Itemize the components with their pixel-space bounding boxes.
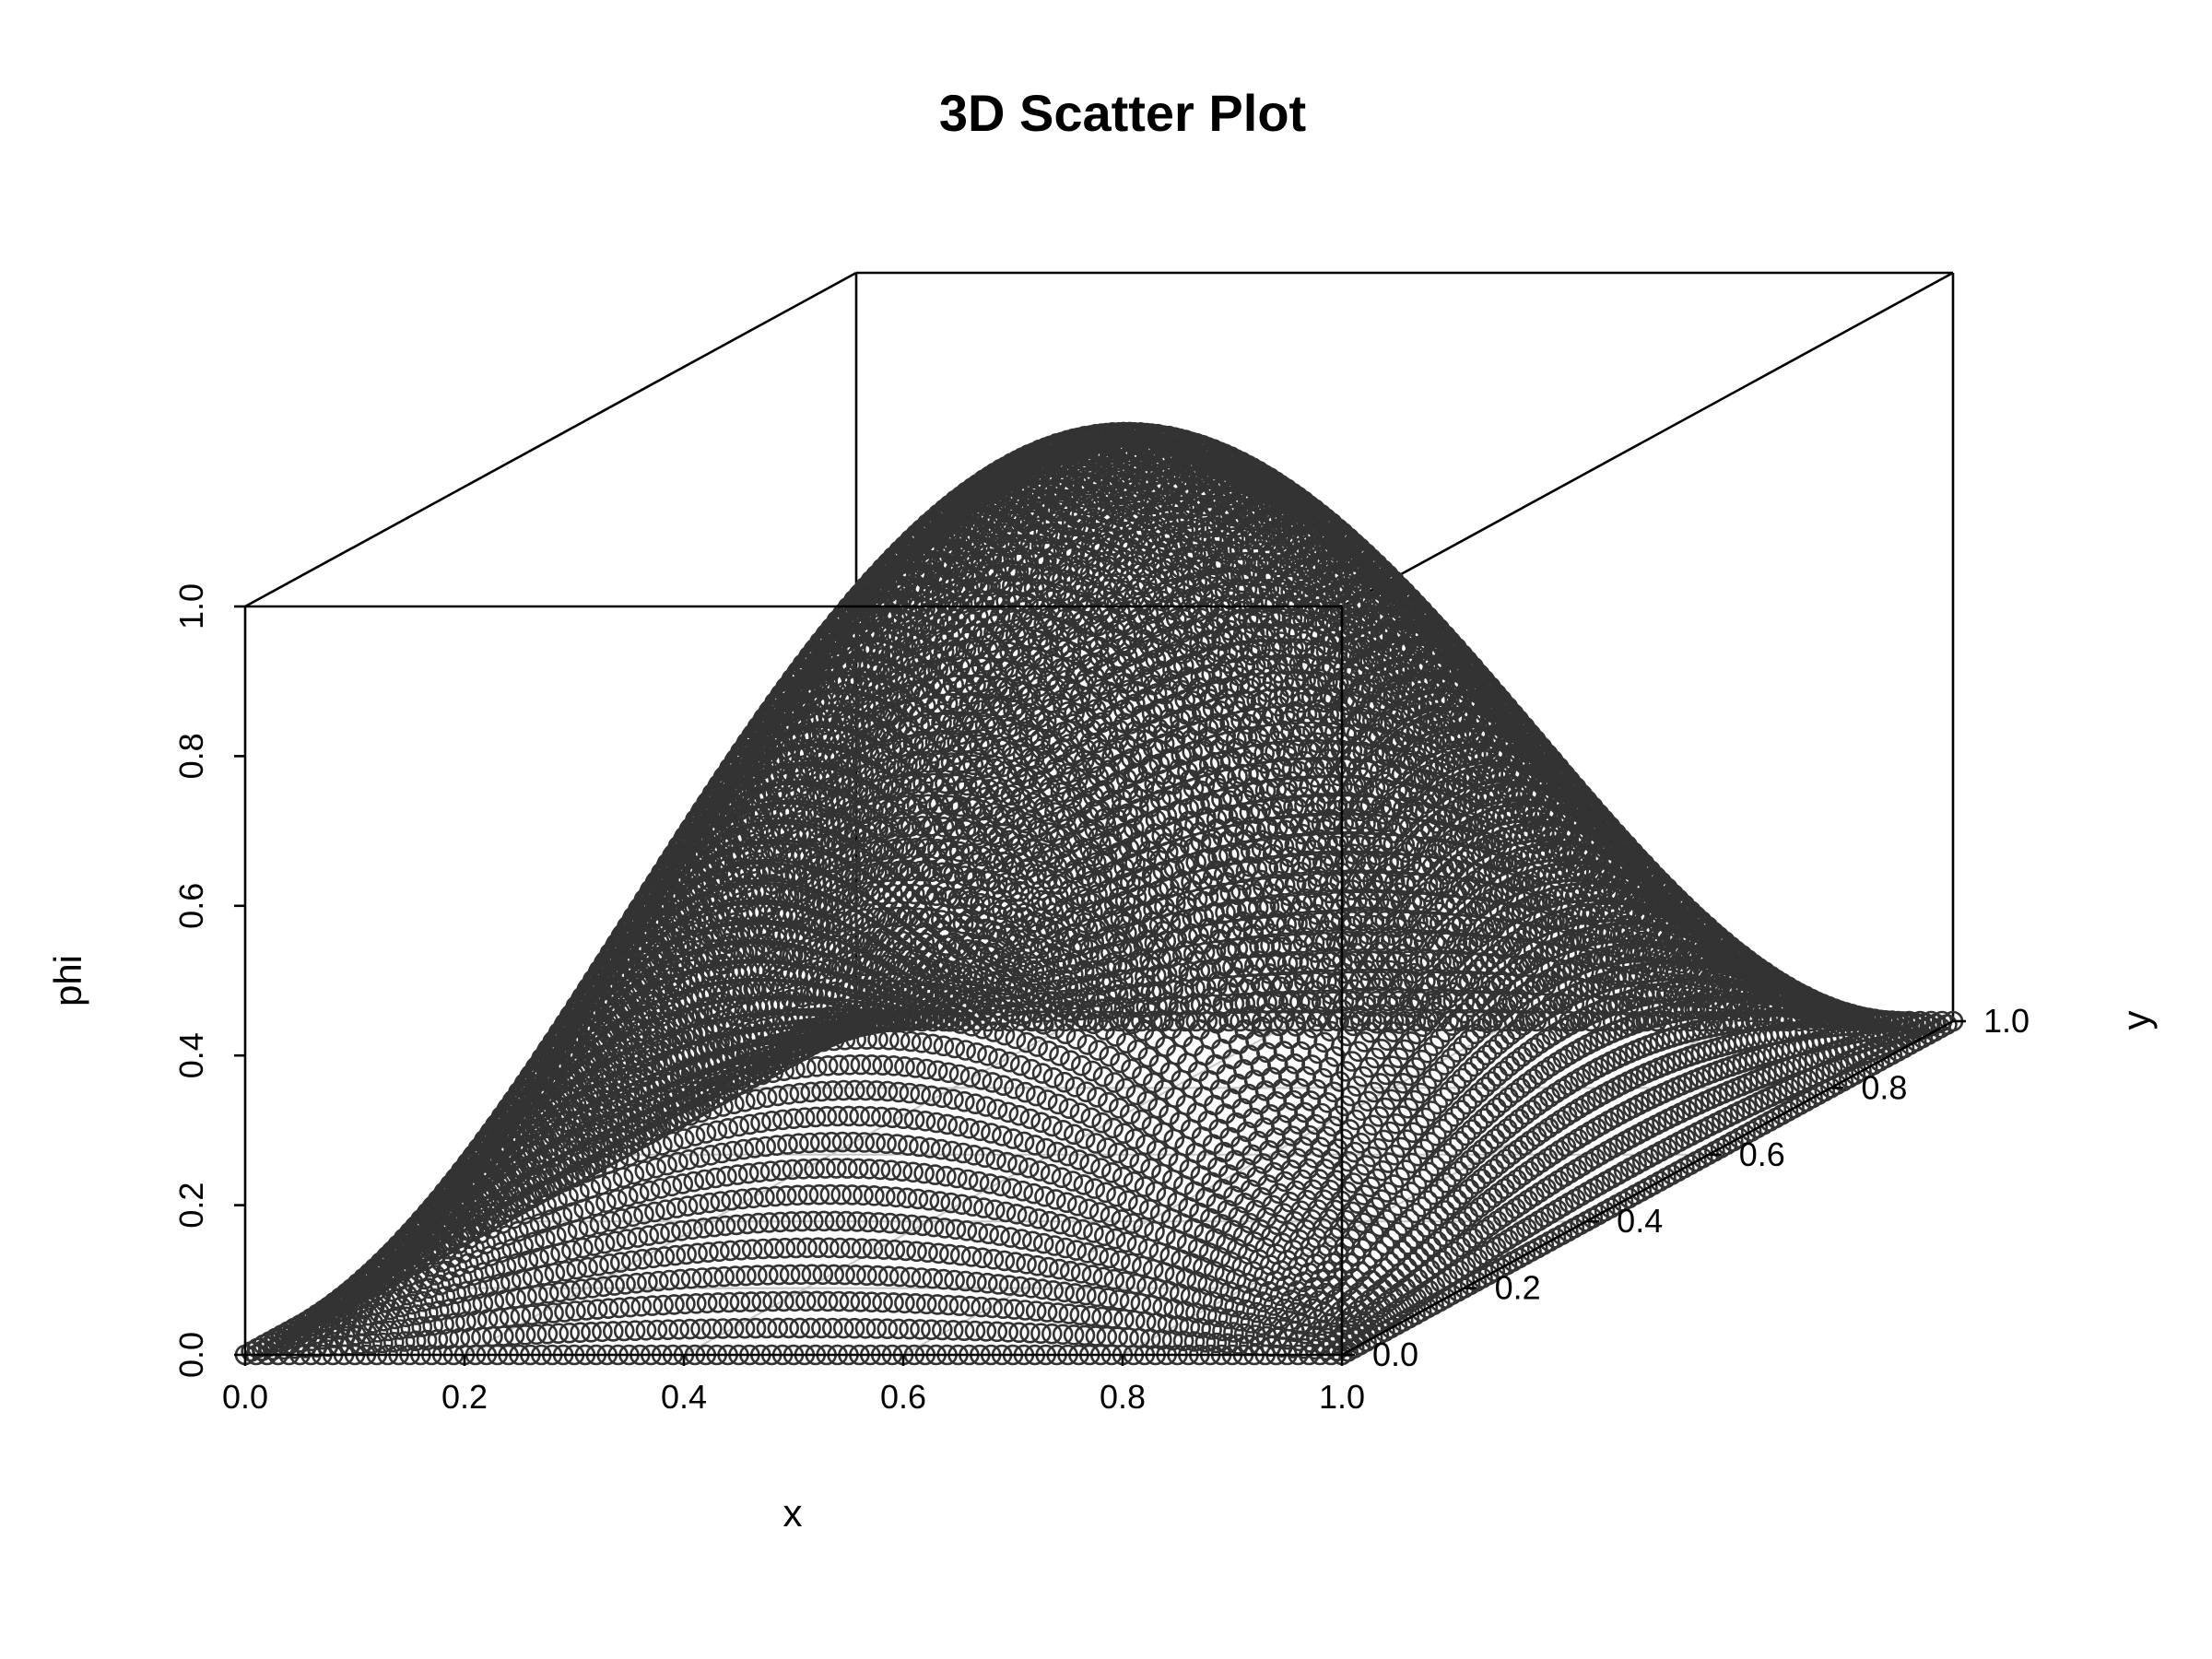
data-point [1113, 997, 1135, 1018]
data-point [1435, 932, 1457, 953]
data-point [1347, 890, 1368, 912]
data-point [1084, 959, 1106, 982]
data-points [234, 421, 1964, 1366]
data-point [1289, 991, 1311, 1013]
data-point [1359, 971, 1382, 992]
data-point [1288, 776, 1309, 798]
data-point [1106, 807, 1127, 830]
data-point [1253, 915, 1276, 937]
data-point [1311, 813, 1333, 835]
data-point [1296, 873, 1318, 894]
box-edge [1341, 271, 1954, 608]
data-point [1235, 860, 1257, 882]
back-box-edges [244, 271, 1955, 1021]
box-edge [244, 271, 857, 608]
data-point [1091, 865, 1113, 888]
data-point [1239, 802, 1261, 823]
data-point [948, 939, 971, 960]
data-point [1305, 971, 1326, 993]
data-point [1310, 951, 1331, 973]
data-point [1234, 821, 1255, 843]
data-point [1333, 812, 1354, 834]
data-point [1424, 931, 1446, 953]
data-point [1218, 844, 1240, 865]
data-point [1339, 1010, 1360, 1032]
data-point [1247, 897, 1269, 919]
data-point [1250, 800, 1272, 821]
